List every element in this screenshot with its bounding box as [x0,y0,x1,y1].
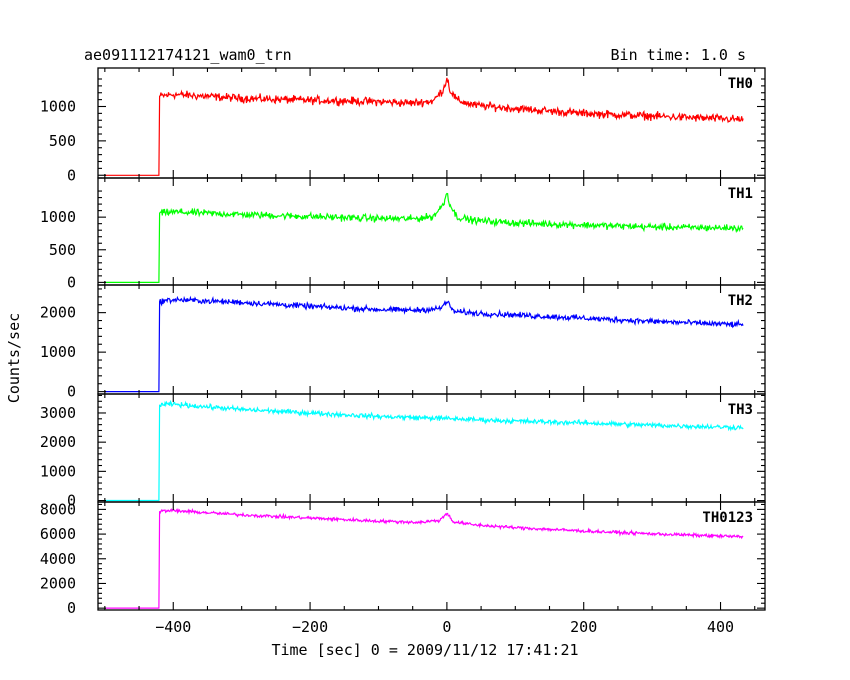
x-tick-label: 400 [707,618,734,636]
y-tick-label: 0 [67,273,76,291]
panel-th2: 0 1000 2000 TH2 [40,284,766,401]
y-tick-label: 500 [49,241,76,259]
panel-label-th2: TH2 [728,293,753,309]
y-tick-label: 4000 [40,550,76,568]
y-tick-label: 0 [67,383,76,401]
series-line-th3 [104,399,744,502]
y-tick-label: 0 [67,599,76,617]
panel-frame [97,67,766,179]
y-tick-label: 2000 [40,574,76,592]
panel-th1: 0 500 1000 TH1 [40,177,766,291]
y-tick-label: 3000 [40,404,76,422]
panel-frame [97,177,766,286]
panel-th3: 0 1000 2000 3000 TH3 [40,393,766,510]
x-tick-label: 200 [570,618,597,636]
series-line-th0 [104,77,744,176]
y-tick-label: 8000 [40,500,76,518]
panel-frame [97,501,766,611]
x-tick-label: −400 [155,618,191,636]
y-tick-label: 500 [49,132,76,150]
y-tick-label: 2000 [40,304,76,322]
panel-label-th3: TH3 [728,402,753,418]
panel-th0: 0 500 1000 TH0 [40,67,766,184]
series-line-th0123 [104,507,744,609]
panel-label-th1: TH1 [728,186,753,202]
x-tick-label: 0 [442,618,451,636]
y-tick-label: 1000 [40,343,76,361]
panel-label-th0: TH0 [728,76,753,92]
y-axis-label: Counts/sec [5,313,23,403]
x-axis-label: Time [sec] 0 = 2009/11/12 17:41:21 [271,641,578,659]
plot-title: ae091112174121_wam0_trn [84,46,292,64]
y-tick-label: 0 [67,492,76,510]
y-tick-label: 1000 [40,462,76,480]
y-tick-label: 2000 [40,433,76,451]
x-tick-label: −200 [292,618,328,636]
y-tick-label: 1000 [40,208,76,226]
y-tick-label: 1000 [40,98,76,116]
panel-frame [97,393,766,503]
bin-time-label: Bin time: 1.0 s [611,46,746,64]
x-axis: −400 −200 0 200 400 [155,618,734,636]
series-line-th1 [104,192,744,283]
panel-label-th0123: TH0123 [702,510,753,526]
y-tick-label: 0 [67,166,76,184]
panel-th0123: 0 2000 4000 6000 8000 TH0123 [40,500,766,617]
y-tick-label: 6000 [40,525,76,543]
panels-group: 0 500 1000 TH0 0 500 1000 TH1 0 1000 2000 TH2 0 1000 2… [40,67,766,617]
series-line-th2 [104,295,744,393]
